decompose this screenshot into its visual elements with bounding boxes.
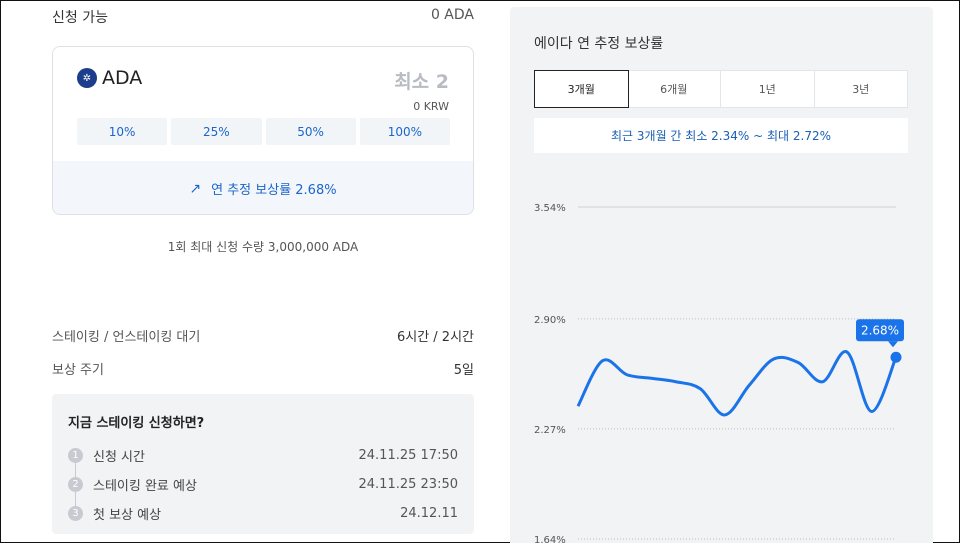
reward-rate-chart: 3.54% 2.90% 2.27% 1.64% 2.68%	[534, 203, 904, 543]
coin-selector: ✲ ADA	[77, 67, 142, 89]
tooltip-value-label: 2.68%	[861, 323, 899, 337]
amount-input[interactable]: 최소 2 0 KRW	[394, 67, 449, 113]
last-point-marker[interactable]	[890, 351, 902, 363]
step-number-badge: 2	[68, 477, 83, 492]
ada-logo-icon: ✲	[77, 68, 97, 88]
percent-25-button[interactable]: 25%	[171, 118, 262, 145]
tab-3-years[interactable]: 3년	[852, 83, 870, 96]
estimated-rate-bar: ↗ 연 추정 보상률 2.68%	[53, 161, 473, 214]
timeline-step: 3 첫 보상 예상 24.12.11	[68, 499, 458, 528]
info-label: 보상 주기	[52, 363, 104, 378]
order-card: ✲ ADA 최소 2 0 KRW 10% 25% 50% 100% ↗ 연 추정…	[52, 46, 474, 215]
available-row: 신청 가능 0 ADA	[52, 7, 474, 27]
info-row-wait: 스테이킹 / 언스테이킹 대기 6시간 / 2시간	[52, 326, 474, 345]
step-value: 24.11.25 17:50	[358, 448, 459, 463]
panel-title: 에이다 연 추정 보상률	[534, 36, 664, 52]
available-value: 0 ADA	[430, 7, 474, 23]
info-row-cycle: 보상 주기 5일	[52, 359, 474, 378]
step-value: 24.11.25 23:50	[358, 477, 459, 492]
step-number-badge: 3	[68, 506, 83, 521]
timeline-step: 1 신청 시간 24.11.25 17:50	[68, 441, 459, 477]
step-label: 스테이킹 완료 예상	[93, 479, 197, 494]
y-tick-label: 1.64%	[534, 535, 566, 543]
apply-timeline-box: 지금 스테이킹 신청하면? 1 신청 시간 24.11.25 17:50 2 스…	[52, 394, 474, 534]
apply-title: 지금 스테이킹 신청하면?	[68, 416, 205, 431]
timeline-connector	[75, 463, 76, 477]
percent-100-button[interactable]: 100%	[359, 118, 450, 145]
step-number-badge: 1	[68, 448, 83, 463]
estimated-rate-text: 연 추정 보상률 2.68%	[211, 183, 337, 198]
tab-1-year[interactable]: 1년	[721, 71, 815, 107]
timeline-connector	[75, 492, 76, 506]
value-tooltip	[856, 319, 904, 342]
tooltip-pointer	[888, 341, 898, 348]
available-label: 신청 가능	[52, 10, 108, 26]
max-amount-note: 1회 최대 신청 수량 3,000,000 ADA	[167, 240, 359, 254]
trend-up-icon: ↗	[189, 180, 202, 197]
info-value: 5일	[453, 363, 474, 378]
y-tick-label: 2.27%	[534, 425, 566, 436]
timeline-step: 2 스테이킹 완료 예상 24.11.25 23:50	[68, 470, 459, 506]
percent-10-button[interactable]: 10%	[77, 118, 168, 145]
info-label: 스테이킹 / 언스테이킹 대기	[52, 330, 201, 345]
step-value: 24.12.11	[400, 506, 458, 521]
amount-placeholder[interactable]: 최소 2	[394, 71, 449, 93]
reward-rate-panel: 에이다 연 추정 보상률 3개월 6개월 1년 3년 최근 3개월 간 최소 2…	[510, 7, 933, 543]
range-note: 최근 3개월 간 최소 2.34% ~ 최대 2.72%	[534, 118, 908, 153]
amount-krw: 0 KRW	[413, 100, 449, 113]
step-label: 신청 시간	[93, 450, 145, 465]
tab-3-months[interactable]: 3개월	[534, 70, 629, 108]
period-tabs: 3개월 6개월 1년 3년	[534, 70, 908, 108]
series-line	[576, 350, 898, 417]
info-value: 6시간 / 2시간	[396, 330, 474, 345]
coin-name: ADA	[102, 67, 143, 89]
percent-buttons: 10% 25% 50% 100%	[77, 118, 450, 145]
tab-6-months[interactable]: 6개월	[628, 71, 721, 107]
step-label: 첫 보상 예상	[93, 508, 162, 523]
y-tick-label: 2.90%	[534, 315, 566, 326]
y-tick-label: 3.54%	[534, 203, 566, 214]
percent-50-button[interactable]: 50%	[265, 118, 356, 145]
